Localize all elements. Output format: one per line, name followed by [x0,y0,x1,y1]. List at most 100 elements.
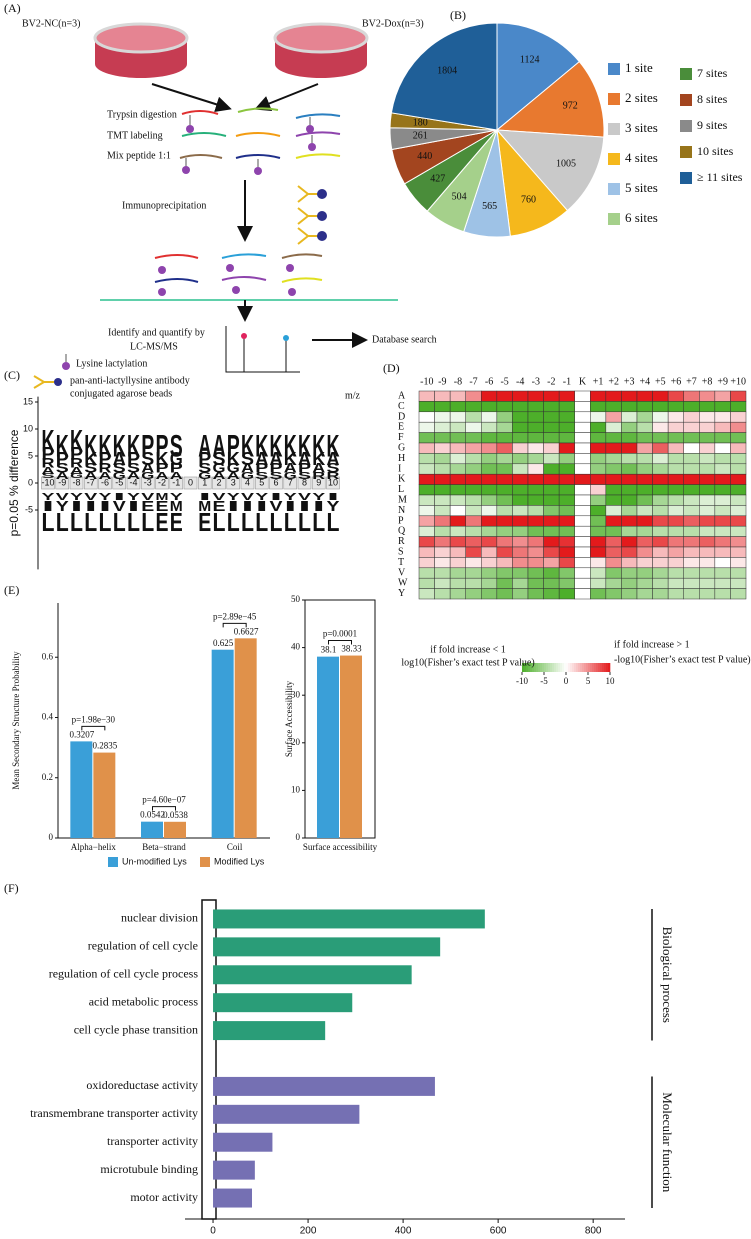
heatmap-cell [496,453,513,465]
colorbar-step [570,663,573,672]
logo-letter: A [42,465,55,477]
column-label: +10 [730,376,746,387]
heatmap-cell [496,546,513,558]
heatmap-cell [714,401,731,413]
bar [213,965,412,985]
heatmap-cell [496,515,513,527]
heatmap-cell [418,401,435,413]
panel-label: (F) [4,881,19,895]
heatmap-cell [465,588,482,600]
heatmap-cell [434,577,451,589]
heatmap-cell [481,401,498,413]
heatmap-cell [465,515,482,527]
logo-letter: I [70,498,83,515]
logo-letter: A [170,470,183,482]
heatmap-cell [605,588,622,600]
heatmap-cell [652,525,669,537]
y-tick-label: 5 [28,450,33,460]
x-tick-label: 200 [300,1226,317,1237]
colorbar-step [590,663,593,672]
bar [213,937,441,957]
heatmap-cell [527,567,544,579]
heatmap-cell [543,577,560,589]
slice-label: 261 [413,131,428,142]
heatmap-cell [449,390,466,402]
arrow [254,83,319,111]
heatmap-cell [590,473,607,485]
column-label: +4 [639,376,650,387]
heatmap-cell [683,432,700,444]
heatmap-cell [512,525,529,537]
dish-label: BV2-Dox(n=3) [362,18,424,29]
position-box [69,476,84,490]
legend-label: 2 sites [625,90,658,105]
legend-note: if fold increase > 1 [614,639,690,650]
category-label: cell cycle phase transition [74,1022,198,1036]
slice-label: 760 [521,195,536,206]
slice-label: 565 [482,201,497,212]
heatmap-cell [683,588,700,600]
heatmap-cell [683,515,700,527]
colorbar-step [548,663,551,672]
heatmap-cell [512,577,529,589]
heatmap-cell [699,525,716,537]
position-box [169,476,184,490]
heatmap-cell [527,484,544,496]
heatmap-cell [465,463,482,475]
heatmap-cell [605,390,622,402]
logo-letter: P [99,450,112,470]
heatmap-cell [418,432,435,444]
position-label: 6 [273,477,278,487]
heatmap-cell [730,442,747,454]
heatmap-cell [667,515,684,527]
heatmap-cell [543,567,560,579]
logo-letter: Y [312,491,325,503]
colorbar-step [532,663,535,672]
heatmap-cell [558,484,575,496]
colorbar-step [562,663,565,672]
heatmap-cell [683,557,700,569]
heatmap-cell [418,567,435,579]
heatmap-cell [574,411,591,423]
legend-label: 10 sites [697,144,734,158]
heatmap-cell [496,557,513,569]
heatmap-cell [730,536,747,548]
column-label: -5 [500,376,508,387]
column-label: +6 [671,376,682,387]
logo-letter: I [312,498,325,515]
heatmap-cell [558,557,575,569]
heatmap-cell [683,505,700,517]
row-label: Q [398,526,406,537]
colorbar-step [538,663,541,672]
logo-letter: P [255,460,268,476]
column-label: -1 [563,376,571,387]
heatmap-cell [605,421,622,433]
logo-letter: I [255,498,268,515]
heatmap-cell [465,536,482,548]
logo-letter: P [156,460,169,476]
heatmap-cell [714,473,731,485]
heatmap-cell [590,515,607,527]
logo-letter: L [312,508,325,537]
heatmap-cell [590,432,607,444]
heatmap-cell [667,546,684,558]
logo-letter: Y [255,491,268,503]
value-label: 0.2835 [92,741,117,751]
heatmap-cell [512,546,529,558]
heatmap-cell [434,494,451,506]
row-label: S [398,546,404,557]
logo-letter: I [284,498,297,515]
column-label: -3 [532,376,540,387]
heatmap-cell [434,401,451,413]
heatmap-cell [465,577,482,589]
logo-letter: L [42,508,55,537]
heatmap-cell [449,536,466,548]
column-label: -4 [516,376,524,387]
heatmap-cell [590,484,607,496]
heatmap-cell [714,421,731,433]
pie-slice [496,22,581,132]
heatmap-cell [667,401,684,413]
bar [213,1188,252,1208]
position-label: -3 [144,477,152,487]
heatmap-cell [605,463,622,475]
